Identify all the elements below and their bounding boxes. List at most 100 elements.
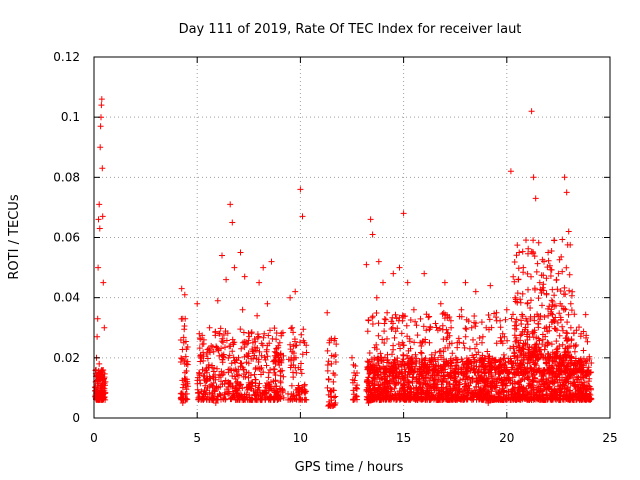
data-point [299,387,306,394]
data-point [219,335,226,342]
data-point [420,395,427,402]
data-point [409,365,415,372]
data-point [461,344,468,351]
data-point [539,287,545,294]
data-point [524,360,531,367]
data-point [434,369,441,376]
data-point [204,346,211,353]
data-point [545,312,552,319]
data-point [514,389,521,396]
data-point [198,354,205,361]
data-point [251,336,258,342]
data-point [486,316,493,323]
data-point [220,339,226,346]
data-point [479,376,486,383]
data-point [511,259,518,265]
data-point [178,390,185,397]
data-point [180,339,187,346]
data-point [218,378,224,385]
data-point [529,328,536,335]
data-point [586,390,593,397]
data-point [447,369,454,376]
data-point [444,391,450,398]
data-point [466,345,473,352]
data-point [520,368,527,375]
data-point [260,264,267,271]
data-point [99,213,106,220]
data-point [512,360,519,366]
data-point [256,348,263,355]
data-point [558,361,565,368]
data-point [256,279,263,286]
data-point [534,394,541,401]
data-point [299,213,306,220]
data-point [518,331,525,338]
data-point [432,349,439,356]
data-point [529,353,536,360]
x-tick-labels: 0 5 10 15 20 25 [90,431,617,445]
data-point [513,337,520,344]
data-point [502,382,509,389]
data-point [411,394,417,401]
data-point [541,381,547,388]
data-point [100,279,107,286]
data-point [533,268,540,275]
data-point [408,360,415,367]
data-point [424,363,431,369]
data-point [497,317,504,324]
data-point [295,384,302,391]
data-point [196,330,203,337]
data-point [487,380,494,387]
data-point [492,396,498,403]
data-point [285,390,291,397]
data-point [98,102,105,109]
data-point [445,329,451,336]
data-point [427,382,434,389]
data-point [229,219,236,226]
data-point [212,332,219,339]
data-point [181,360,188,367]
data-point [560,291,567,298]
data-point [262,356,269,363]
data-point [421,270,428,277]
data-point [463,326,470,333]
data-point [477,395,484,402]
data-point [298,360,304,367]
data-point [99,165,106,172]
data-point [432,320,439,327]
data-point [472,320,479,327]
data-point [524,318,530,324]
data-point [497,394,503,401]
data-point [219,359,226,366]
data-point [369,231,376,238]
data-point [381,328,388,335]
data-point [548,341,555,348]
data-point [409,354,416,361]
data-point [251,371,258,378]
data-point [568,353,575,360]
data-point [287,294,294,301]
data-point [181,291,188,298]
data-point [238,360,245,367]
data-point [439,322,446,329]
data-point [287,341,294,348]
data-point [515,265,522,272]
data-point [545,354,552,361]
data-point [568,307,575,314]
data-point [439,311,446,317]
data-point [526,343,533,350]
data-point [531,285,538,292]
data-point [254,345,261,351]
data-point [518,348,525,355]
data-point [485,400,492,406]
data-point [215,346,221,353]
data-point [382,375,389,382]
data-point [512,318,519,325]
data-point [471,356,478,363]
data-point [182,353,189,360]
data-point [514,366,521,373]
data-point [433,381,440,388]
data-point [564,344,571,351]
data-point [384,363,390,369]
data-point [280,394,287,401]
